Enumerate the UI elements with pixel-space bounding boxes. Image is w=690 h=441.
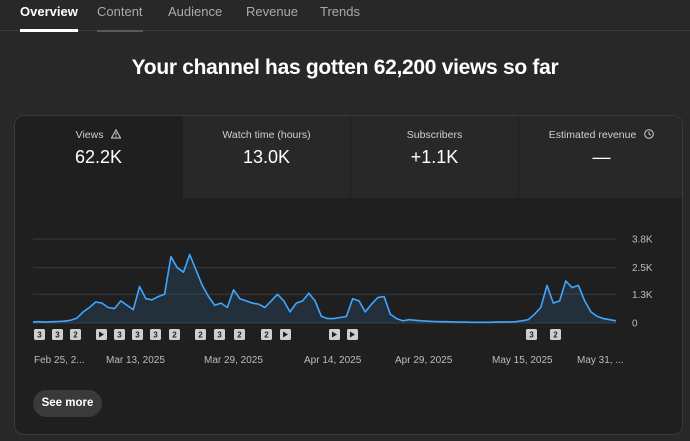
marker-label: 2 [237,331,242,340]
series-area [33,254,616,323]
views-chart[interactable]: 3.8K 2.5K 1.3K 0 3 3 2 3 3 3 2 2 3 2 2 3 2 Feb 25, 2... Ma… [15,116,683,386]
video-marker[interactable] [329,329,340,340]
tab-revenue[interactable]: Revenue [246,4,299,19]
x-tick-label: Mar 29, 2025 [204,355,263,366]
x-tick-label: Feb 25, 2... [34,355,85,366]
marker-box [261,329,272,340]
marker-label: 3 [117,331,122,340]
marker-label: 2 [553,331,558,340]
marker-label: 3 [153,331,158,340]
video-marker[interactable] [280,329,291,340]
marker-label: 2 [172,331,177,340]
marker-box [195,329,206,340]
metric-value: +1.1K [410,147,459,167]
marker-label: 3 [37,331,42,340]
event-marker[interactable]: 3 [214,329,225,340]
y-tick-label: 0 [632,319,638,330]
video-marker[interactable] [347,329,358,340]
marker-label: 3 [529,331,534,340]
play-icon [350,331,355,338]
event-marker[interactable]: 3 [52,329,63,340]
metric-label: Subscribers [406,129,463,141]
marker-box [550,329,561,340]
event-marker[interactable]: 2 [169,329,180,340]
marker-label: 2 [264,331,269,340]
x-tick-label: Apr 14, 2025 [304,355,362,366]
marker-box [150,329,161,340]
see-more-button[interactable]: See more [33,390,102,417]
marker-label: 3 [55,331,60,340]
y-tick-label: 2.5K [632,263,653,274]
clock-icon [644,129,655,139]
event-marker[interactable]: 2 [261,329,272,340]
x-tick-label: Mar 13, 2025 [106,355,165,366]
event-marker[interactable]: 3 [114,329,125,340]
page-headline: Your channel has gotten 62,200 views so … [131,56,559,79]
marker-label: 3 [135,331,140,340]
metrics-row: Views 62.2K Watch time (hours) 13.0K Sub… [15,116,682,198]
video-marker[interactable] [96,329,107,340]
marker-box [34,329,45,340]
event-marker[interactable]: 2 [234,329,245,340]
y-tick-label: 1.3K [632,290,653,301]
metric-value: 13.0K [242,147,291,167]
metric-label: Estimated revenue [548,129,637,141]
marker-box [70,329,81,340]
event-marker[interactable]: 3 [132,329,143,340]
x-tick-label: May 15, 2025 [492,355,553,366]
metric-watch-time[interactable]: Watch time (hours) 13.0K [182,116,350,198]
y-tick-label: 3.8K [632,235,653,246]
tab-audience[interactable]: Audience [168,4,223,19]
overview-card: Views 62.2K Watch time (hours) 13.0K Sub… [14,115,683,435]
event-marker[interactable]: 2 [550,329,561,340]
tab-trends[interactable]: Trends [320,4,360,19]
play-icon [283,331,288,338]
event-marker[interactable]: 3 [150,329,161,340]
metric-views[interactable]: Views 62.2K [15,116,182,198]
event-marker[interactable]: 3 [34,329,45,340]
event-marker[interactable]: 2 [70,329,81,340]
play-icon [99,331,104,338]
tab-content[interactable]: Content [97,5,143,32]
marker-box [132,329,143,340]
metric-subscribers[interactable]: Subscribers +1.1K [350,116,518,198]
marker-label: 2 [198,331,203,340]
tab-overview[interactable]: Overview [20,5,78,32]
metric-value: — [592,147,611,167]
metric-views-label-row: Views [15,128,182,141]
marker-box [169,329,180,340]
event-marker[interactable]: 3 [526,329,537,340]
warning-icon [111,128,122,139]
series-line [32,253,617,324]
play-icon [332,331,337,338]
x-tick-label: May 31, ... [577,355,624,366]
marker-label: 3 [217,331,222,340]
marker-box [114,329,125,340]
marker-box [214,329,225,340]
metric-label: Watch time (hours) [222,129,311,141]
metric-label: Views [75,129,104,141]
marker-box [52,329,63,340]
marker-box [526,329,537,340]
x-tick-label: Apr 29, 2025 [395,355,453,366]
marker-box [234,329,245,340]
metric-value: 62.2K [74,147,123,167]
tab-bar: Overview Content Audience Revenue Trends [0,0,690,32]
event-marker[interactable]: 2 [195,329,206,340]
marker-label: 2 [73,331,78,340]
metric-revenue-label-row: Estimated revenue [519,129,682,141]
metric-estimated-revenue[interactable]: Estimated revenue — [518,116,682,198]
